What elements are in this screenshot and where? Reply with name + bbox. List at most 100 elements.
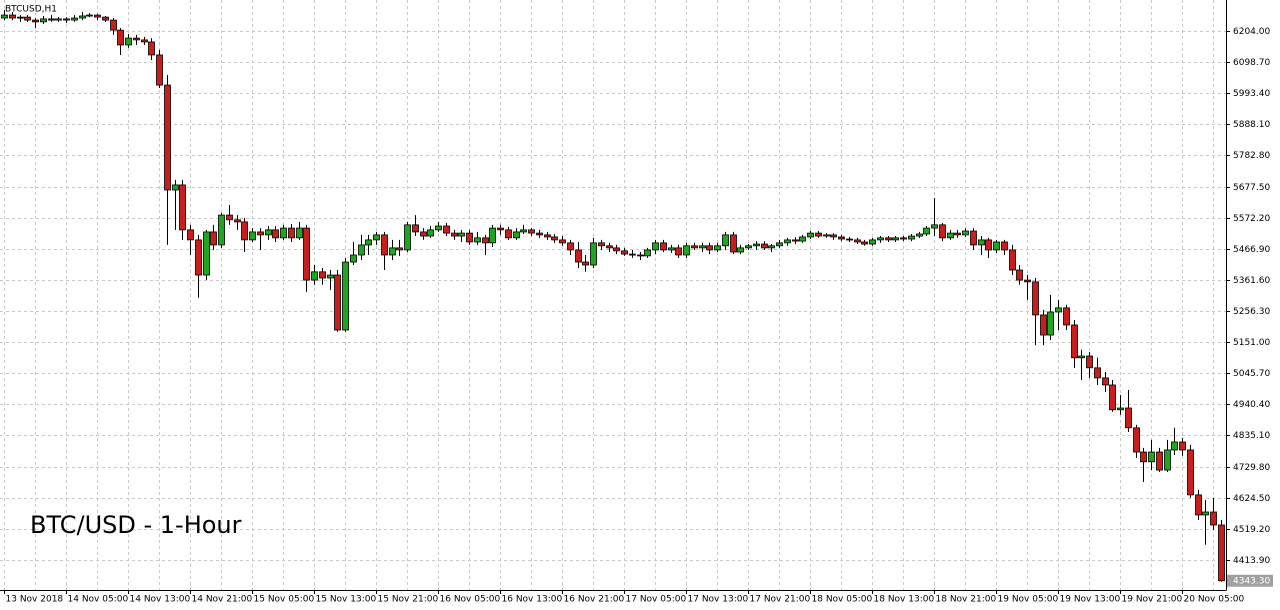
y-tick-label: 5888.10 xyxy=(1233,120,1270,130)
candle-body xyxy=(327,274,334,279)
x-tick-label: 17 Nov 13:00 xyxy=(688,595,749,605)
candle-body xyxy=(1202,511,1209,516)
candle-body xyxy=(466,232,473,243)
x-tick-label: 15 Nov 05:00 xyxy=(254,595,315,605)
candle-body xyxy=(125,37,132,46)
candle-body xyxy=(536,232,543,236)
candle-body xyxy=(939,224,946,239)
last-price-label: 4343.30 xyxy=(1233,576,1270,586)
x-tick-label: 16 Nov 05:00 xyxy=(440,595,501,605)
candle-body xyxy=(900,237,907,240)
y-tick-label: 4729.80 xyxy=(1233,463,1270,473)
candle-body xyxy=(629,253,636,256)
candle-body xyxy=(1001,241,1008,251)
candle-body xyxy=(40,18,47,23)
candle-body xyxy=(815,232,822,237)
candle-body xyxy=(1187,449,1194,496)
candle-body xyxy=(396,247,403,251)
x-tick-label: 18 Nov 21:00 xyxy=(936,595,997,605)
candle-body xyxy=(846,238,853,241)
candle-body xyxy=(9,14,16,19)
candle-body xyxy=(575,249,582,263)
x-tick-label: 15 Nov 21:00 xyxy=(378,595,439,605)
candle-body xyxy=(761,243,768,249)
candle-body xyxy=(544,234,551,238)
grid xyxy=(0,0,1226,590)
candle-body xyxy=(210,231,217,246)
candle-body xyxy=(807,232,814,238)
y-tick-label: 5993.40 xyxy=(1233,89,1270,99)
candle-body xyxy=(714,245,721,251)
x-tick-label: 15 Nov 13:00 xyxy=(316,595,377,605)
candle-body xyxy=(1040,314,1047,336)
x-tick-label: 18 Nov 05:00 xyxy=(812,595,873,605)
candle-body xyxy=(241,221,248,241)
candle-body xyxy=(660,242,667,251)
candle-body xyxy=(1109,384,1116,411)
candle-body xyxy=(1102,377,1109,386)
candle-body xyxy=(497,227,504,231)
y-tick-label: 4835.10 xyxy=(1233,431,1270,441)
candle-body xyxy=(110,19,117,31)
candle-body xyxy=(79,15,86,19)
candle-body xyxy=(668,247,675,251)
candle-body xyxy=(551,236,558,241)
candle-body xyxy=(350,254,357,263)
candle-body xyxy=(435,225,442,231)
candle-body xyxy=(358,244,365,256)
candle-body xyxy=(869,239,876,245)
y-tick-label: 5045.70 xyxy=(1233,369,1270,379)
y-tick-label: 5256.30 xyxy=(1233,307,1270,317)
candle-body xyxy=(505,229,512,239)
candle-body xyxy=(234,219,241,223)
candle-body xyxy=(1210,511,1217,526)
candle-body xyxy=(451,232,458,237)
y-tick-label: 4413.90 xyxy=(1233,556,1270,566)
x-tick-label: 19 Nov 21:00 xyxy=(1122,595,1183,605)
candle-body xyxy=(877,237,884,241)
candle-body xyxy=(141,39,148,43)
candle-body xyxy=(559,239,566,244)
candle-body xyxy=(652,242,659,251)
candle-body xyxy=(613,247,620,252)
y-tick-label: 5151.00 xyxy=(1233,338,1270,348)
candle-body xyxy=(420,231,427,237)
y-tick-label: 6204.00 xyxy=(1233,27,1270,37)
candle-body xyxy=(1078,355,1085,359)
candle-body xyxy=(1071,324,1078,359)
y-tick-label: 4519.20 xyxy=(1233,525,1270,535)
chart-title: BTCUSD,H1 xyxy=(5,5,57,15)
candle-body xyxy=(1024,279,1031,283)
candle-body xyxy=(474,237,481,243)
candle-body xyxy=(567,242,574,251)
candle-body xyxy=(226,214,233,221)
candle-body xyxy=(303,227,310,281)
candle-body xyxy=(1195,494,1202,516)
candles xyxy=(1,10,1225,582)
x-tick-label: 17 Nov 05:00 xyxy=(626,595,687,605)
candle-body xyxy=(179,184,186,231)
candle-body xyxy=(1164,449,1171,471)
last-price-box xyxy=(1227,574,1273,587)
candle-body xyxy=(1055,307,1062,313)
x-tick-label: 14 Nov 05:00 xyxy=(68,595,129,605)
candle-body xyxy=(311,271,318,281)
y-tick-label: 5782.80 xyxy=(1233,151,1270,161)
candle-body xyxy=(730,234,737,253)
x-tick-label: 20 Nov 05:00 xyxy=(1184,595,1245,605)
candle-body xyxy=(280,227,287,239)
candle-body xyxy=(683,245,690,256)
candle-body xyxy=(272,229,279,239)
candle-body xyxy=(1179,441,1186,451)
y-tick-label: 5572.20 xyxy=(1233,214,1270,224)
candle-body xyxy=(381,234,388,256)
x-tick-label: 14 Nov 21:00 xyxy=(192,595,253,605)
y-tick-label: 6098.70 xyxy=(1233,58,1270,68)
candle-body xyxy=(675,247,682,256)
candle-body xyxy=(319,271,326,279)
candle-body xyxy=(148,41,155,56)
candle-body xyxy=(1133,427,1140,453)
candle-body xyxy=(373,234,380,241)
candle-body xyxy=(102,16,109,21)
candle-body xyxy=(598,242,605,247)
